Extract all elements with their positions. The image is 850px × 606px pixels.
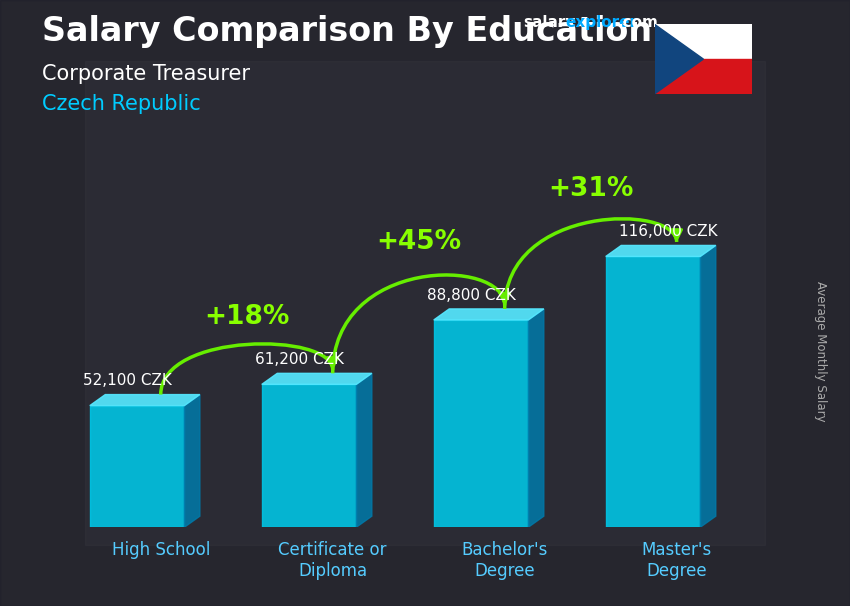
Text: Certificate or
Diploma: Certificate or Diploma	[279, 541, 387, 580]
Polygon shape	[654, 24, 703, 94]
Bar	[434, 320, 529, 527]
Text: 116,000 CZK: 116,000 CZK	[620, 224, 718, 239]
Polygon shape	[90, 395, 200, 405]
Polygon shape	[700, 245, 716, 527]
Text: explorer: explorer	[565, 15, 638, 30]
Text: Average Monthly Salary: Average Monthly Salary	[813, 281, 827, 422]
Text: 61,200 CZK: 61,200 CZK	[255, 352, 344, 367]
Text: Bachelor's
Degree: Bachelor's Degree	[462, 541, 548, 580]
Text: +45%: +45%	[377, 230, 462, 255]
Polygon shape	[184, 395, 200, 527]
Text: .com: .com	[618, 15, 659, 30]
Text: +31%: +31%	[548, 176, 633, 202]
Bar	[262, 384, 356, 527]
Polygon shape	[434, 309, 544, 320]
Text: 52,100 CZK: 52,100 CZK	[83, 373, 172, 388]
Polygon shape	[356, 373, 371, 527]
Bar	[654, 24, 752, 59]
Text: salary: salary	[523, 15, 575, 30]
Bar	[606, 256, 700, 527]
Polygon shape	[606, 245, 716, 256]
Bar	[85, 61, 765, 545]
Bar	[90, 405, 184, 527]
Polygon shape	[529, 309, 544, 527]
Text: Salary Comparison By Education: Salary Comparison By Education	[42, 15, 653, 48]
Text: High School: High School	[111, 541, 210, 559]
Text: +18%: +18%	[204, 304, 289, 330]
Polygon shape	[262, 373, 371, 384]
Text: Corporate Treasurer: Corporate Treasurer	[42, 64, 251, 84]
Bar	[654, 59, 752, 94]
Text: Master's
Degree: Master's Degree	[642, 541, 711, 580]
Text: 88,800 CZK: 88,800 CZK	[427, 288, 516, 302]
Text: Czech Republic: Czech Republic	[42, 94, 201, 114]
